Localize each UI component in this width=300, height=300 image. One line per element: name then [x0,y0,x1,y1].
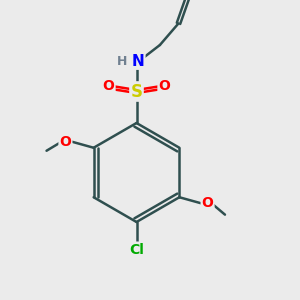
Text: Cl: Cl [129,243,144,256]
Text: O: O [59,135,71,149]
Text: N: N [132,54,144,69]
Text: H: H [117,55,127,68]
Text: O: O [202,196,214,210]
Text: O: O [158,79,170,92]
Text: O: O [103,79,115,92]
Text: S: S [130,82,142,100]
